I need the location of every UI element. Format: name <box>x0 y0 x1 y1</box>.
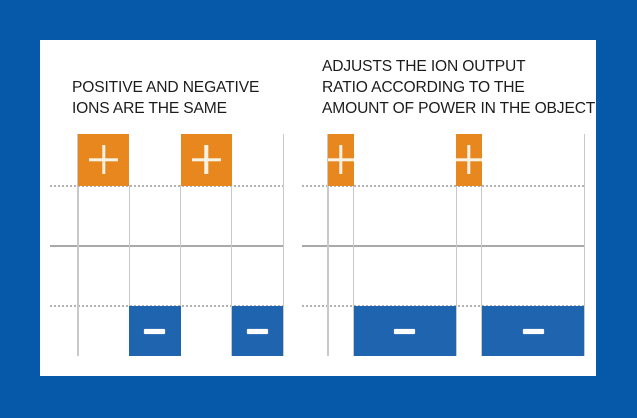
plus-icon <box>456 145 482 174</box>
negative-ion-bar <box>481 306 585 357</box>
gridline-vertical <box>282 133 284 357</box>
plus-icon <box>192 145 221 174</box>
gridline-vertical <box>180 185 182 357</box>
axis-zero-line <box>302 245 585 248</box>
gridline-dotted-negative-level <box>302 304 585 307</box>
minus-icon <box>144 328 166 334</box>
positive-ion-bar <box>328 134 354 186</box>
gridline-dotted-negative-level <box>50 304 284 307</box>
positive-ion-bar <box>456 134 482 186</box>
gridline-dotted-positive-level <box>302 185 585 188</box>
gridline-vertical <box>77 133 79 357</box>
chart-title-adjusted-ratio: ADJUSTS THE ION OUTPUT RATIO ACCORDING T… <box>322 58 596 117</box>
plus-icon <box>89 145 118 174</box>
minus-icon <box>394 328 416 334</box>
negative-ion-bar <box>129 306 181 357</box>
positive-ion-bar <box>78 134 130 186</box>
positive-ion-bar <box>180 134 232 186</box>
gridline-vertical <box>455 185 457 357</box>
minus-icon <box>247 328 269 334</box>
minus-icon <box>522 328 544 334</box>
negative-ion-bar <box>231 306 284 357</box>
chart-title-equal-ions: POSITIVE AND NEGATIVE IONS ARE THE SAME <box>72 79 260 117</box>
gridline-vertical <box>583 133 586 357</box>
plus-icon <box>328 145 354 174</box>
gridline-vertical <box>128 185 130 357</box>
gridline-vertical <box>231 185 233 357</box>
axis-zero-line <box>50 245 284 248</box>
gridline-dotted-positive-level <box>50 185 284 188</box>
gridline-vertical <box>481 185 483 357</box>
gridline-vertical <box>327 133 329 357</box>
negative-ion-bar <box>353 306 457 357</box>
gridline-vertical <box>353 185 355 357</box>
